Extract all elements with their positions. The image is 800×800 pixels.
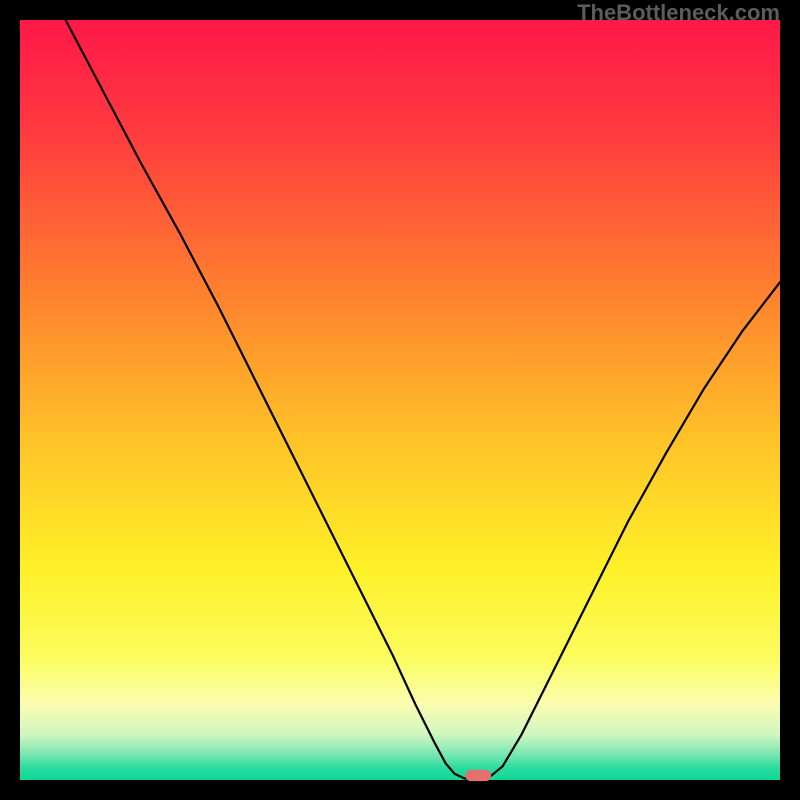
watermark-text: TheBottleneck.com: [577, 0, 780, 26]
optimum-marker: [465, 770, 491, 781]
chart-frame: [0, 0, 800, 800]
bottleneck-chart: [0, 0, 800, 800]
gradient-background: [20, 20, 780, 780]
